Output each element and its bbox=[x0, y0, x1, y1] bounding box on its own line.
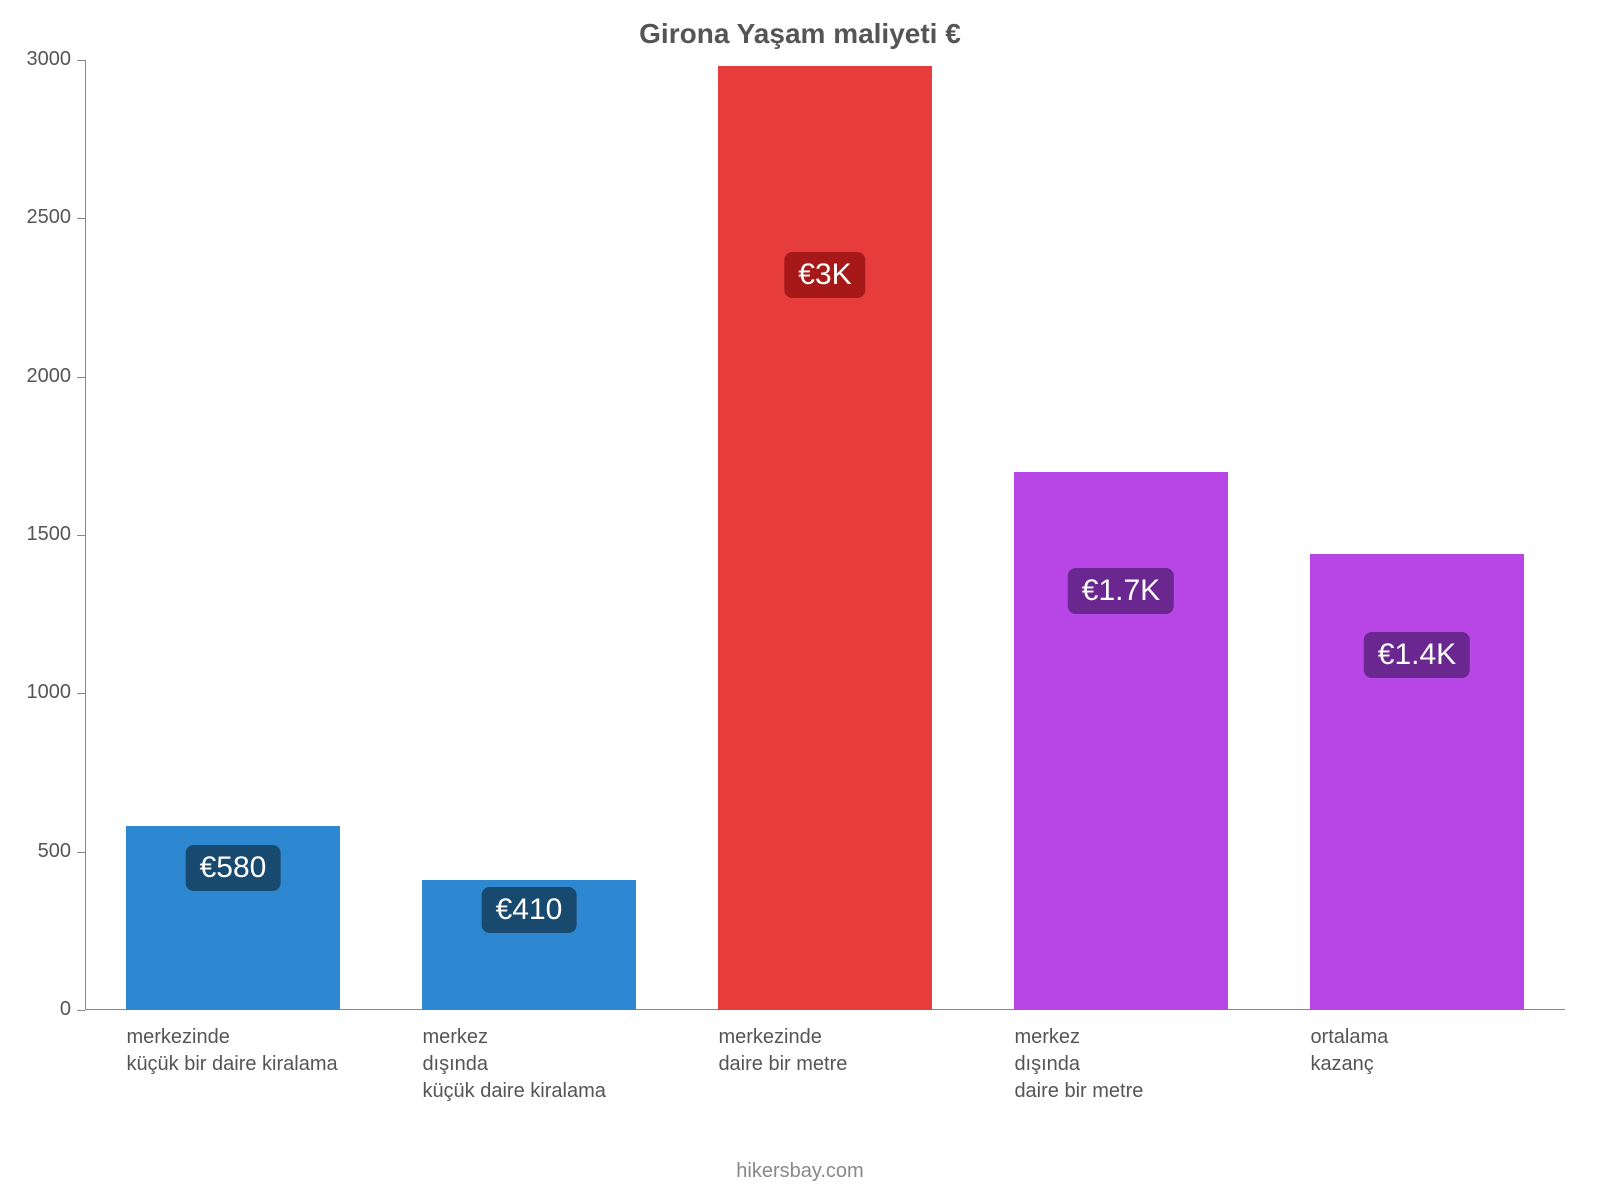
bar: €3K bbox=[718, 66, 931, 1010]
y-tick-label: 1000 bbox=[27, 681, 86, 704]
category-label: merkezinde daire bir metre bbox=[718, 1010, 931, 1078]
bar-value-badge: €1.4K bbox=[1364, 632, 1470, 678]
y-tick-label: 0 bbox=[60, 998, 85, 1021]
bar-value-badge: €3K bbox=[784, 252, 865, 298]
bar-value-badge: €410 bbox=[482, 887, 577, 933]
category-label: merkez dışında daire bir metre bbox=[1014, 1010, 1227, 1105]
y-tick-label: 500 bbox=[38, 840, 85, 863]
bar: €1.7K bbox=[1014, 472, 1227, 1010]
category-label: merkezinde küçük bir daire kiralama bbox=[126, 1010, 339, 1078]
plot-area: 050010001500200025003000€580merkezinde k… bbox=[85, 60, 1565, 1010]
bar: €1.4K bbox=[1310, 554, 1523, 1010]
y-tick-label: 3000 bbox=[27, 48, 86, 71]
chart-footer: hikersbay.com bbox=[0, 1160, 1600, 1183]
bar-value-badge: €1.7K bbox=[1068, 568, 1174, 614]
y-tick: 3000 bbox=[85, 60, 1565, 61]
category-label: ortalama kazanç bbox=[1310, 1010, 1523, 1078]
y-tick-label: 2500 bbox=[27, 206, 86, 229]
category-label: merkez dışında küçük daire kiralama bbox=[422, 1010, 635, 1105]
bar: €410 bbox=[422, 880, 635, 1010]
bar-value-badge: €580 bbox=[186, 845, 281, 891]
cost-of-living-chart: Girona Yaşam maliyeti € 0 500 1000 1500 2000… bbox=[0, 0, 1600, 1200]
bar: €580 bbox=[126, 826, 339, 1010]
y-tick-label: 2000 bbox=[27, 365, 86, 388]
chart-title: Girona Yaşam maliyeti € bbox=[0, 18, 1600, 50]
y-tick-label: 1500 bbox=[27, 523, 86, 546]
